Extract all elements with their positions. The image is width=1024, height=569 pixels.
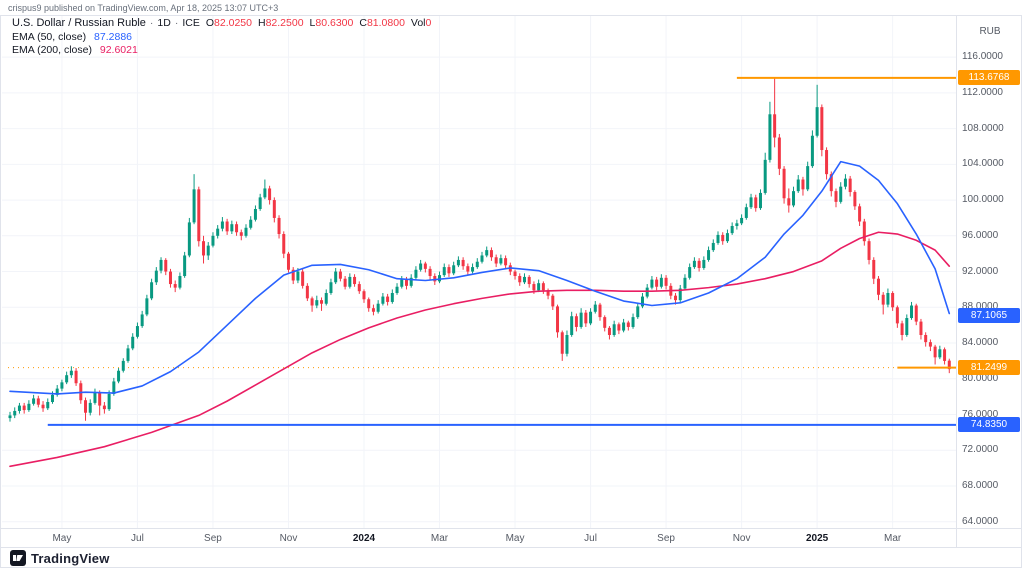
ohlc-values: O82.0250 H82.2500 L80.6300 C81.0800 Vol0 — [200, 17, 432, 29]
indicator-ema200-row[interactable]: EMA (200, close) 92.6021 — [12, 44, 431, 58]
candlesticks[interactable] — [8, 77, 951, 422]
price-tick-label: 84.0000 — [962, 337, 999, 349]
interval-label: 1D — [157, 17, 171, 29]
price-tick-label: 96.0000 — [962, 229, 999, 241]
separator-dot: · — [174, 17, 179, 29]
exchange-label: ICE — [182, 17, 200, 29]
indicator-ema50-row[interactable]: EMA (50, close) 87.2886 — [12, 31, 431, 45]
ohlc-key: O — [205, 17, 215, 29]
price-tick-label: 92.0000 — [962, 265, 999, 277]
price-tick-label: 72.0000 — [962, 444, 999, 456]
volume-label: Vol — [410, 17, 426, 29]
indicator-ema200-value: 92.6021 — [99, 44, 138, 56]
chart-frame — [0, 15, 1022, 568]
ohlc-value: 82.2500 — [265, 17, 304, 29]
ohlc-key: C — [359, 17, 367, 29]
price-tick-label: 100.0000 — [962, 194, 1004, 206]
tradingview-logo[interactable]: TradingView — [10, 550, 110, 566]
price-level-badge: 81.2499 — [958, 360, 1020, 376]
price-tick-label: 80.0000 — [962, 372, 999, 384]
time-axis-month-label: Jul — [584, 533, 597, 544]
indicator-ema50-value: 87.2886 — [94, 30, 133, 43]
time-axis-month-label: Mar — [884, 533, 902, 544]
time-axis-month-label: Sep — [204, 533, 222, 544]
time-axis-month-label: Mar — [430, 533, 449, 544]
indicator-ema200-label: EMA (200, close) — [12, 44, 92, 56]
time-axis-month-label: May — [52, 533, 72, 544]
drawn-levels — [47, 76, 956, 426]
time-axis-year-label: 2024 — [352, 533, 376, 544]
price-tick-label: 68.0000 — [962, 480, 999, 491]
time-axis-month-label: Sep — [657, 533, 675, 544]
time-axis-year-label: 2025 — [805, 533, 829, 544]
time-axis-month-label: Jul — [131, 533, 144, 544]
price-level-badge: 74.8350 — [958, 417, 1020, 433]
overlay-ema-200 — [9, 231, 951, 468]
ohlc-value: 81.0800 — [366, 17, 405, 29]
indicator-ema50-label: EMA (50, close) — [12, 30, 87, 43]
separator-dot: · — [149, 17, 154, 29]
price-tick-label: 104.0000 — [962, 158, 1004, 170]
time-axis-month-label: May — [505, 533, 525, 544]
tradingview-wordmark: TradingView — [31, 550, 110, 566]
price-tick-label: 108.0000 — [962, 122, 1004, 134]
price-tick-label: 112.0000 — [962, 86, 1003, 98]
symbol-title[interactable]: U.S. Dollar / Russian Ruble — [12, 17, 146, 29]
price-tick-label: 76.0000 — [962, 408, 999, 420]
time-axis-month-label: Nov — [279, 533, 298, 544]
ohlc-key: L — [309, 17, 316, 29]
publish-note: crispus9 published on TradingView.com, A… — [8, 3, 279, 13]
pane-separators — [1, 16, 1022, 548]
ohlc-key: H — [257, 17, 266, 29]
legend-symbol-row[interactable]: U.S. Dollar / Russian Ruble · 1D · ICE O82.02… — [12, 17, 431, 31]
price-level-badge: 87.1065 — [958, 307, 1020, 323]
price-level-badge: 113.6768 — [958, 70, 1020, 86]
legend: U.S. Dollar / Russian Ruble · 1D · ICE O82.02… — [12, 17, 431, 58]
price-tick-label: 64.0000 — [962, 515, 999, 527]
ohlc-value: 82.0250 — [214, 17, 252, 29]
time-axis-month-label: Nov — [732, 533, 751, 544]
price-tick-label: 88.0000 — [962, 301, 999, 313]
tradingview-icon — [10, 550, 26, 566]
grid — [2, 16, 956, 528]
price-tick-label: 116.0000 — [962, 51, 1003, 63]
volume-value: 0 — [425, 17, 432, 29]
price-axis-unit: RUB — [979, 26, 1001, 37]
ohlc-value: 80.6300 — [315, 17, 354, 29]
overlay-ema-50 — [9, 160, 951, 395]
